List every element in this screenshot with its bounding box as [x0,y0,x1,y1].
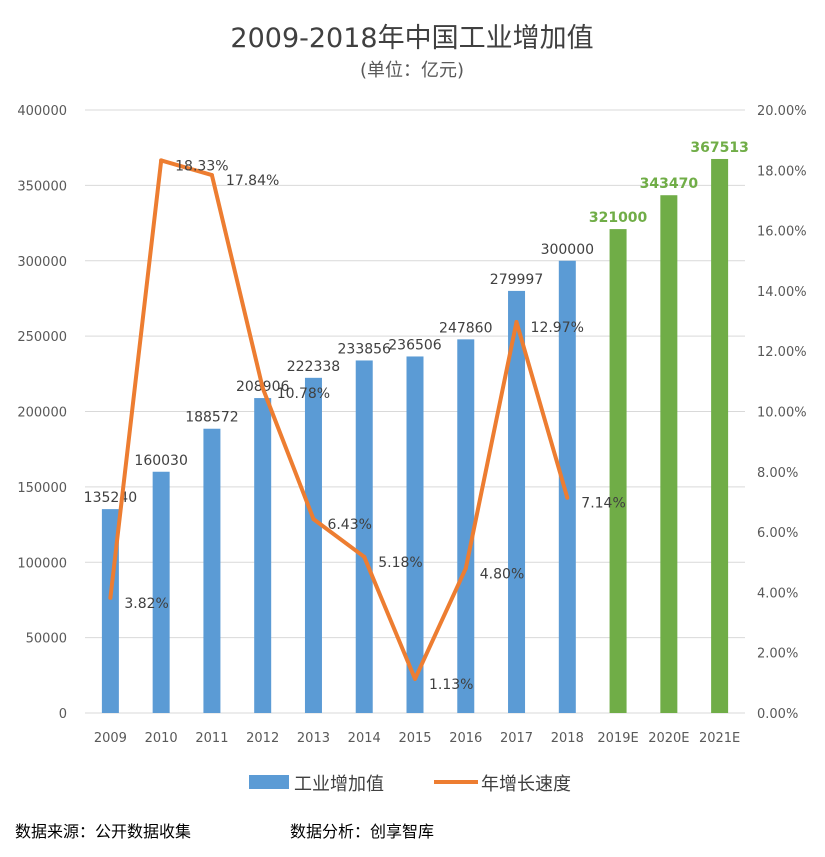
bar [304,377,322,713]
bar [152,471,170,713]
bar-value-label: 135240 [84,490,137,506]
legend-bar-label: 工业增加值 [294,774,384,795]
growth-rate-label: 7.14% [581,496,625,512]
growth-rate-point [108,595,113,600]
right-tick-label: 4.00% [757,586,798,601]
x-tick-label: 2013 [297,731,330,746]
x-axis: 2009 2010 2011 2012 2013 2014 2015 2016 2017 2018… [94,731,740,746]
legend-line-label: 年增长速度 [481,774,571,795]
left-axis: 0 50000 100000 150000 200000 250000 300000 3500… [17,104,67,722]
x-tick-label: 2010 [145,731,178,746]
x-tick-label: 2017 [500,731,533,746]
left-tick-label: 300000 [17,255,67,270]
x-tick-label: 2014 [348,731,381,746]
left-tick-label: 350000 [17,179,67,194]
right-tick-label: 12.00% [757,345,807,360]
bar [203,428,221,713]
bar [406,356,424,713]
growth-rate-label: 10.78% [277,386,330,402]
growth-rate-label: 18.33% [175,158,228,174]
left-tick-label: 100000 [17,556,67,571]
left-tick-label: 150000 [17,481,67,496]
growth-rate-point [159,158,164,163]
bar-value-label: 188572 [185,410,238,426]
x-tick-label: 2011 [195,731,228,746]
x-tick-label: 2019E [597,731,638,746]
right-tick-label: 0.00% [757,707,798,722]
right-tick-label: 10.00% [757,406,807,421]
right-tick-label: 20.00% [757,104,807,119]
bar [457,339,475,713]
chart-title: 2009-2018年中国工业增加值 [230,23,593,54]
growth-rate-point [362,554,367,559]
left-tick-label: 200000 [17,406,67,421]
bar-value-label: 233856 [338,341,392,357]
x-tick-label: 2020E [648,731,689,746]
right-tick-label: 16.00% [757,225,807,240]
bar-series [101,158,729,714]
bar-value-label: 321000 [589,210,648,226]
forecast-bar [660,195,678,713]
growth-rate-point [514,319,519,324]
left-tick-label: 250000 [17,330,67,345]
bar-value-label: 247860 [439,320,492,336]
x-tick-label: 2009 [94,731,127,746]
bar-value-label: 222338 [287,359,340,375]
growth-rate-point [311,517,316,522]
legend-bar-swatch [249,775,289,789]
line-data-labels: 3.82% 18.33%17.84% 10.78% 6.43% 5.18% 1.13% 4.… [124,158,625,693]
right-tick-label: 14.00% [757,285,807,300]
bar [558,260,576,713]
growth-rate-line [108,158,570,681]
right-tick-label: 2.00% [757,647,798,662]
bar-value-label: 236506 [388,337,442,353]
growth-rate-label: 12.97% [531,320,584,336]
left-tick-label: 0 [59,707,67,722]
left-tick-label: 400000 [17,104,67,119]
data-source-note: 数据来源：公开数据收集 [15,822,191,841]
right-tick-label: 18.00% [757,164,807,179]
x-tick-label: 2012 [246,731,279,746]
bar [254,398,272,713]
x-tick-label: 2018 [551,731,584,746]
growth-rate-point [260,385,265,390]
growth-rate-label: 5.18% [378,555,422,571]
chart-subtitle: (单位：亿元) [360,60,464,81]
growth-rate-label: 17.84% [226,173,279,189]
forecast-bar [609,229,627,713]
bar-value-label: 300000 [541,242,594,258]
x-tick-label: 2015 [398,731,431,746]
x-tick-label: 2016 [449,731,482,746]
growth-rate-point [463,566,468,571]
bar-value-label: 343470 [640,176,699,192]
bar-value-label: 367513 [690,140,748,156]
x-tick-label: 2021E [699,731,740,746]
line-series [108,158,570,681]
bar [508,290,526,713]
growth-rate-label: 1.13% [429,677,473,693]
growth-rate-point [413,676,417,681]
right-tick-label: 8.00% [757,466,798,481]
growth-rate-label: 4.80% [480,566,524,582]
growth-rate-label: 3.82% [124,596,168,612]
legend: 工业增加值 年增长速度 [249,774,571,795]
forecast-bar [711,158,729,714]
growth-rate-label: 6.43% [327,517,371,533]
right-tick-label: 6.00% [757,526,798,541]
bar-value-label: 160030 [134,453,187,469]
growth-rate-point [209,173,214,178]
left-tick-label: 50000 [26,632,67,647]
bar [355,360,373,713]
data-analysis-note: 数据分析：创享智库 [290,822,434,841]
growth-rate-point [565,495,570,500]
bar-value-label: 279997 [490,272,543,288]
right-axis: 0.00% 2.00% 4.00% 6.00% 8.00% 10.00% 12.00% 14.… [757,104,807,722]
